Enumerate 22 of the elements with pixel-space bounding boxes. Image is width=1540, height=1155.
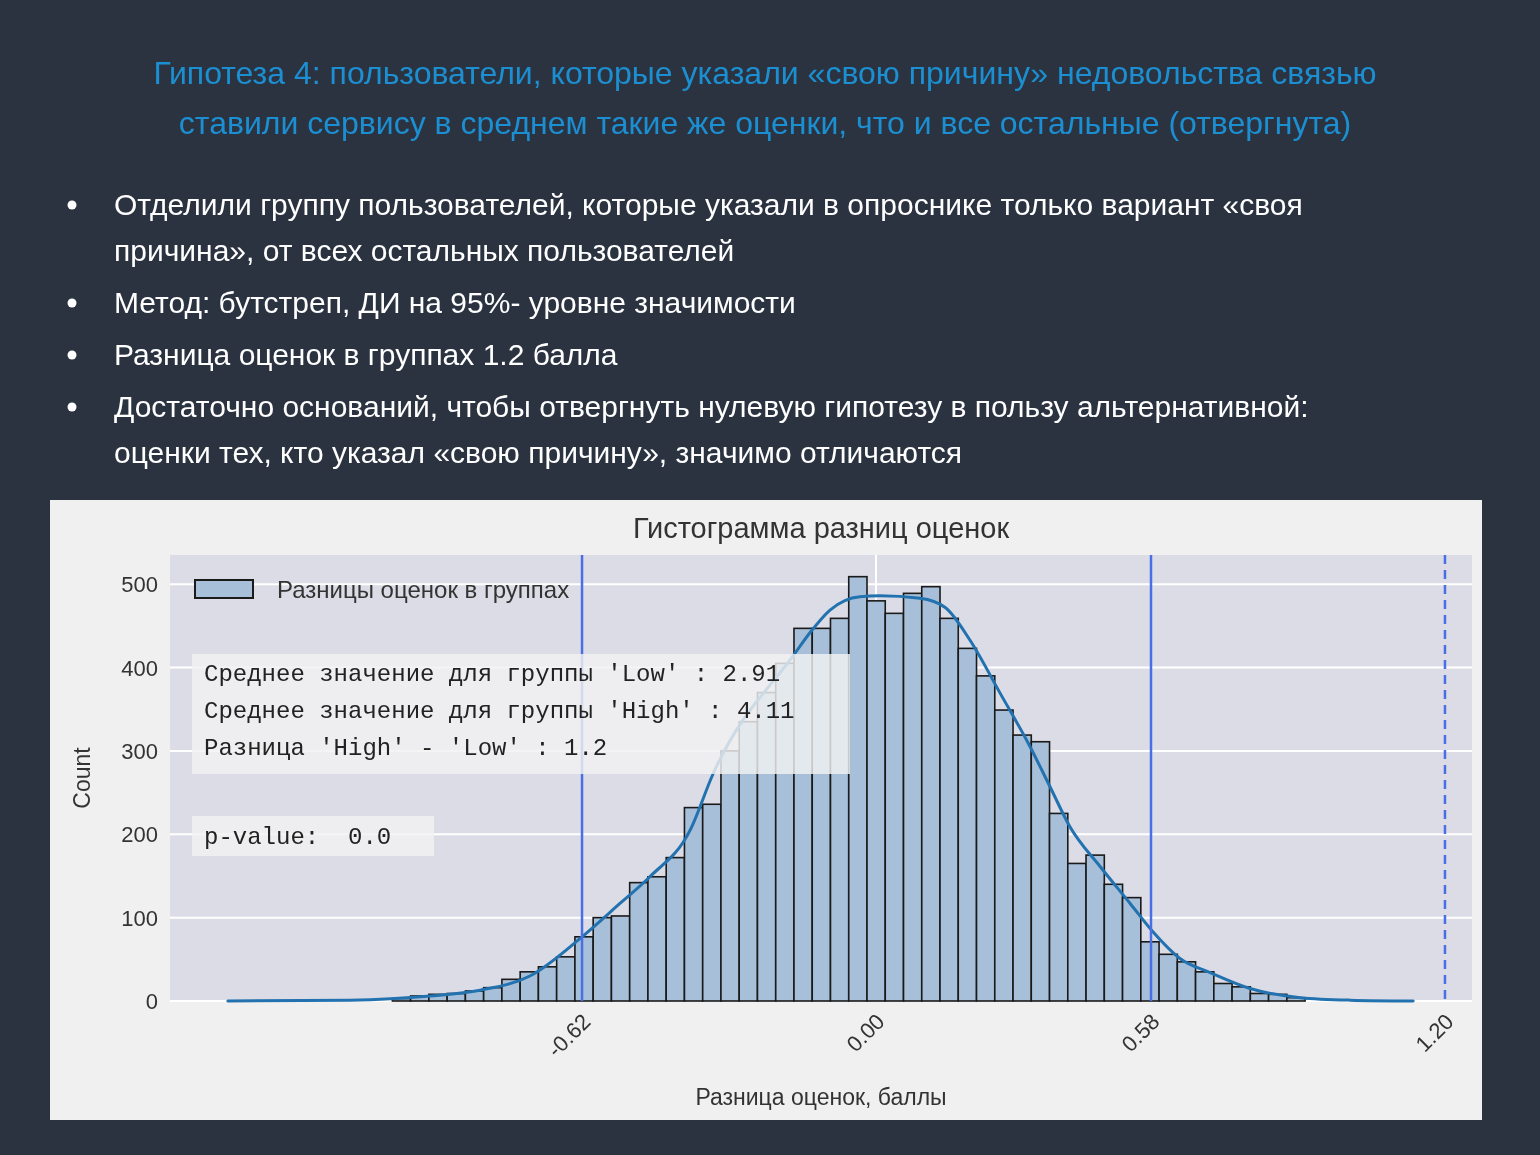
legend-label: Разницы оценок в группах	[277, 576, 570, 603]
y-tick-label: 400	[121, 655, 158, 681]
annotation: Разница 'High' - 'Low' : 1.2	[204, 735, 608, 762]
text: Отделили группу пользователей, которые указали в опроснике только вариант «своя причина», от всех остальных пользователей	[114, 188, 1303, 267]
annotation: p-value: 0.0	[204, 824, 392, 851]
y-tick-label: 100	[121, 905, 158, 931]
y-tick-label: 500	[121, 572, 158, 598]
y-axis-title: Count	[69, 746, 95, 809]
y-tick-label: 0	[145, 989, 158, 1014]
x-axis-title: Разница оценок, баллы	[695, 1084, 947, 1110]
x-tick-label: 0.00	[841, 1008, 890, 1057]
text: Достаточно оснований, чтобы отвергнуть нулевую гипотезу в пользу альтернативной: оценки тех, кто указал «свою причину», значимо отличаются	[114, 390, 1309, 469]
y-tick-label: 300	[121, 738, 158, 764]
annotation: Среднее значение для группы 'High' : 4.11	[204, 698, 795, 725]
text: Гипотеза 4: пользователи, которые указали «свою причину» недовольства связью ставили сервису в среднем такие же оценки, что и все остальные (отвергнута)	[153, 55, 1377, 141]
x-tick-label: 1.20	[1410, 1008, 1459, 1057]
chart-title: Гистограмма разниц оценок	[632, 512, 1010, 544]
annotation: Среднее значение для группы 'Low' : 2.91	[204, 661, 781, 688]
text: Разница оценок в группах 1.2 балла	[114, 338, 618, 371]
y-tick-label: 200	[121, 822, 158, 848]
text: Метод: бутстреп, ДИ на 95%- уровне значимости	[114, 286, 796, 319]
x-tick-label: 0.58	[1116, 1008, 1165, 1057]
